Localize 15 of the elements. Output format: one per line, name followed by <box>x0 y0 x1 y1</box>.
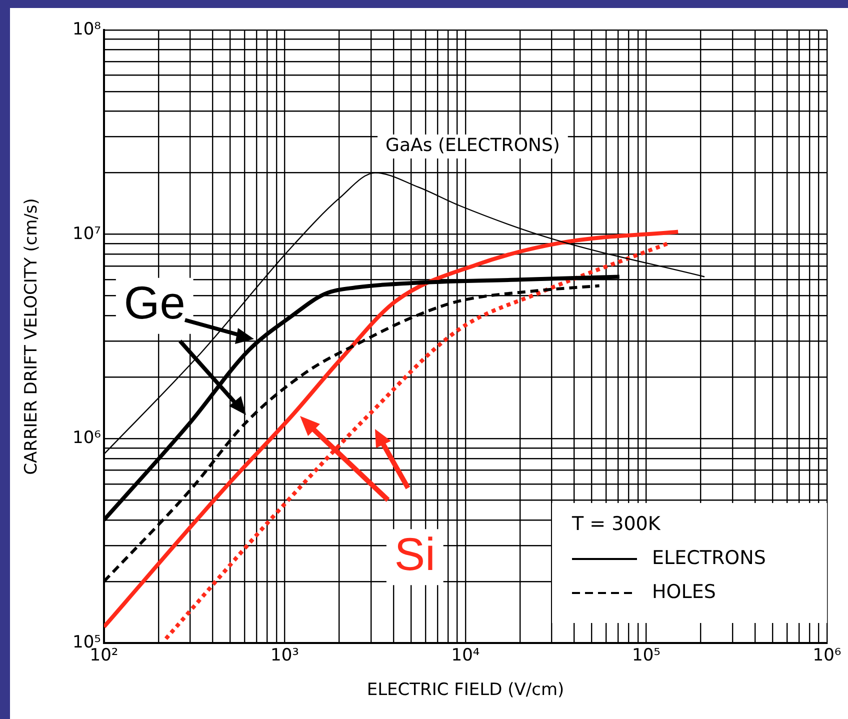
x-axis-title: ELECTRIC FIELD (V/cm) <box>366 680 564 700</box>
legend-label: ELECTRONS <box>652 546 766 569</box>
y-tick-label: 10⁶ <box>72 428 102 448</box>
annotation: GaAs (ELECTRONS) <box>386 135 560 156</box>
x-tick-label: 10⁶ <box>812 646 842 666</box>
x-tick-label: 10³ <box>270 646 299 666</box>
annotation: Ge <box>124 276 186 329</box>
x-tick-label: 10⁵ <box>632 646 660 666</box>
annotation: Si <box>394 528 436 580</box>
x-tick-label: 10⁴ <box>451 646 480 666</box>
y-tick-label: 10⁸ <box>72 19 102 40</box>
legend-title: T = 300K <box>571 512 661 535</box>
y-tick-label: 10⁷ <box>72 224 102 244</box>
y-axis-title: CARRIER DRIFT VELOCITY (cm/s) <box>22 198 42 475</box>
legend-label: HOLES <box>652 580 716 603</box>
